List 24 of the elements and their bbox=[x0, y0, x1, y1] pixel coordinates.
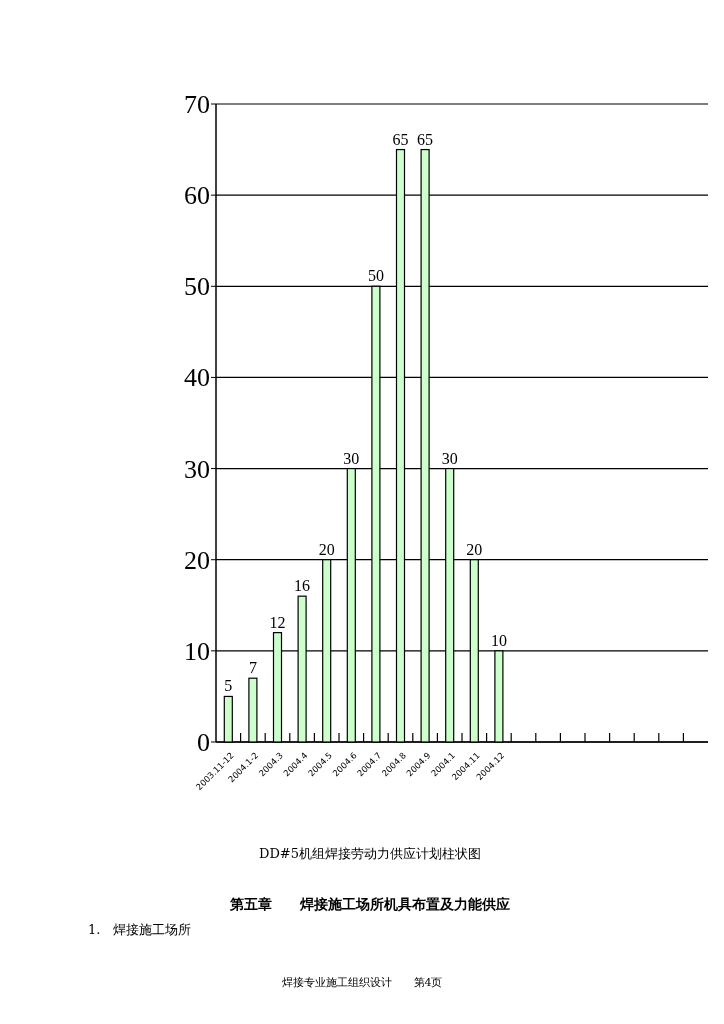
y-tick-label: 10 bbox=[184, 636, 210, 666]
y-tick-label: 40 bbox=[184, 363, 210, 393]
data-label: 20 bbox=[318, 540, 335, 558]
data-label: 65 bbox=[417, 130, 434, 148]
data-label: 30 bbox=[441, 449, 458, 467]
data-label: 20 bbox=[466, 540, 483, 558]
text: 1. 焊接施工场所 bbox=[88, 922, 192, 937]
data-label: 5 bbox=[224, 677, 233, 695]
y-tick-label: 0 bbox=[197, 728, 210, 757]
y-tick-label: 50 bbox=[184, 272, 210, 302]
data-label: 30 bbox=[343, 449, 360, 467]
text: 焊接专业施工组织设计 第4页 bbox=[281, 976, 443, 989]
text: 第五章 焊接施工场所机具布置及力能供应 bbox=[229, 896, 510, 912]
data-label: 65 bbox=[392, 130, 409, 148]
text: DD#5机组焊接劳动力供应计划柱状图 bbox=[258, 846, 482, 861]
data-label: 10 bbox=[490, 631, 507, 649]
data-label: 12 bbox=[269, 613, 286, 631]
y-tick-label: 30 bbox=[184, 454, 210, 484]
data-label: 16 bbox=[294, 577, 311, 595]
y-tick-label: 70 bbox=[184, 90, 210, 119]
y-tick-label: 60 bbox=[184, 181, 210, 211]
data-label: 50 bbox=[367, 267, 384, 285]
y-tick-label: 20 bbox=[184, 545, 210, 575]
data-label: 7 bbox=[248, 659, 257, 677]
